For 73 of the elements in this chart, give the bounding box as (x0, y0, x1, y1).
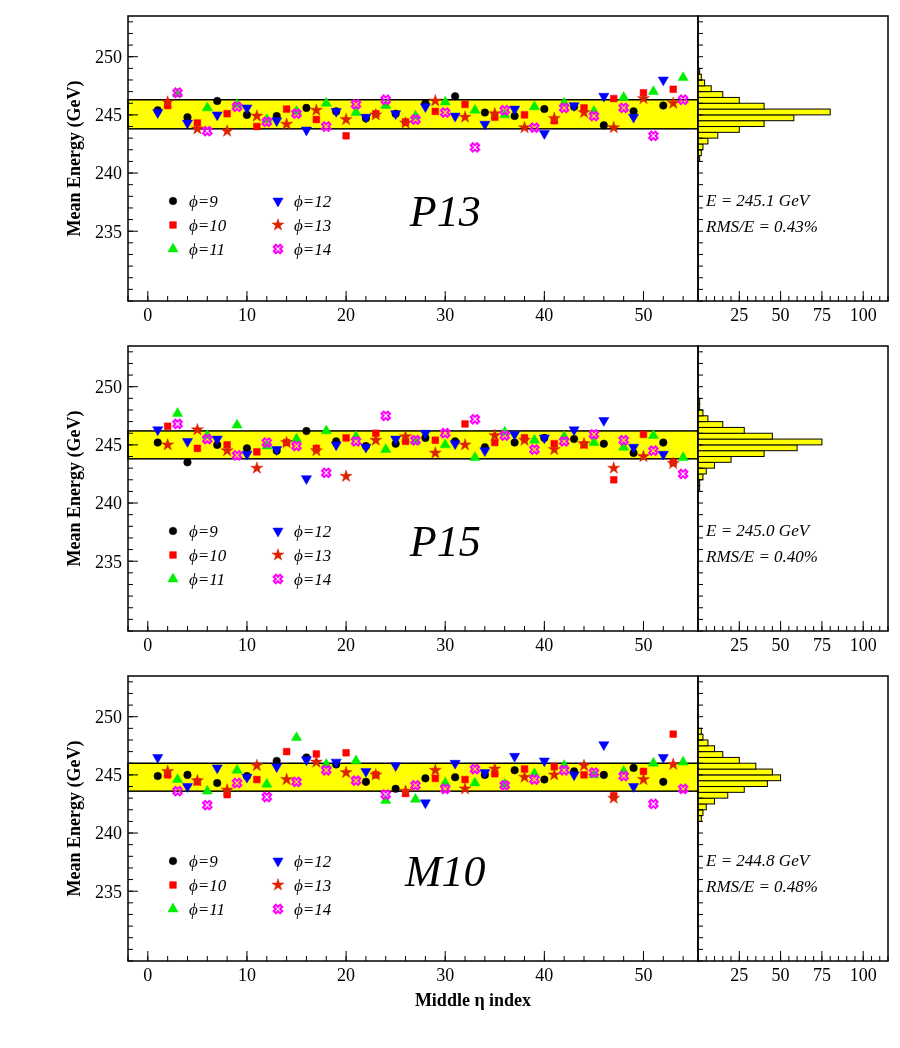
x-tick-label: 50 (634, 965, 653, 985)
legend-label: ϕ=14 (294, 239, 332, 259)
annotation: RMS/E = 0.48% (705, 877, 819, 896)
annotation: E = 245.0 GeV (705, 521, 812, 540)
legend-label: ϕ=14 (294, 569, 332, 589)
y-tick-label: 240 (95, 163, 122, 184)
x-tick-label: 0 (143, 965, 153, 985)
annotation: E = 244.8 GeV (705, 851, 812, 870)
x-tick-label: 50 (771, 305, 790, 325)
x-tick-label: 40 (535, 965, 554, 985)
legend-label: ϕ=10 (189, 215, 227, 235)
text: P13 (408, 187, 481, 236)
x-tick-label: 50 (771, 965, 790, 985)
y-axis-title: Mean Energy (GeV) (64, 80, 85, 237)
x-tick-label: 0 (143, 635, 153, 655)
legend-label: ϕ=9 (189, 521, 219, 541)
y-tick-label: 240 (95, 493, 122, 514)
y-tick-label: 245 (95, 435, 122, 456)
legend-label: ϕ=11 (189, 239, 226, 259)
y-tick-label: 240 (95, 823, 122, 844)
x-tick-label: 50 (634, 635, 653, 655)
x-axis-title: Middle η index (414, 990, 532, 1010)
x-tick-label: 10 (237, 305, 256, 325)
x-tick-label: 75 (812, 305, 831, 325)
legend-label: ϕ=12 (294, 851, 332, 871)
annotation: RMS/E = 0.40% (705, 547, 819, 566)
annotation: RMS/E = 0.43% (705, 217, 819, 236)
x-tick-label: 10 (237, 965, 256, 985)
legend-label: ϕ=9 (189, 851, 219, 871)
x-tick-label: 40 (535, 305, 554, 325)
text: P15 (408, 517, 481, 566)
legend-label: ϕ=12 (294, 191, 332, 211)
y-tick-label: 250 (95, 47, 122, 68)
legend-label: ϕ=13 (294, 215, 332, 235)
x-tick-label: 25 (730, 965, 749, 985)
legend-label: ϕ=10 (189, 545, 227, 565)
y-tick-label: 235 (95, 881, 122, 902)
x-tick-label: 20 (337, 305, 356, 325)
x-tick-label: 20 (337, 965, 356, 985)
legend-label: ϕ=14 (294, 899, 332, 919)
x-tick-label: 30 (436, 965, 455, 985)
legend-label: ϕ=10 (189, 875, 227, 895)
x-tick-label: 50 (634, 305, 653, 325)
x-tick-label: 75 (812, 965, 831, 985)
text: M10 (403, 847, 486, 896)
legend-label: ϕ=11 (189, 569, 226, 589)
x-tick-label: 25 (730, 635, 749, 655)
legend-label: ϕ=11 (189, 899, 226, 919)
y-axis-title: Mean Energy (GeV) (64, 740, 85, 897)
y-tick-label: 235 (95, 221, 122, 242)
x-tick-label: 40 (535, 635, 554, 655)
x-tick-label: 0 (143, 305, 153, 325)
x-tick-label: 30 (436, 635, 455, 655)
x-tick-label: 100 (849, 965, 877, 985)
y-tick-label: 245 (95, 765, 122, 786)
x-tick-label: 10 (237, 635, 256, 655)
y-tick-label: 250 (95, 707, 122, 728)
x-tick-label: 30 (436, 305, 455, 325)
y-tick-label: 235 (95, 551, 122, 572)
x-tick-label: 50 (771, 635, 790, 655)
x-tick-label: 100 (849, 635, 877, 655)
x-tick-label: 20 (337, 635, 356, 655)
legend-label: ϕ=13 (294, 545, 332, 565)
legend-label: ϕ=13 (294, 875, 332, 895)
annotation: E = 245.1 GeV (705, 191, 812, 210)
x-tick-label: 25 (730, 305, 749, 325)
legend-label: ϕ=12 (294, 521, 332, 541)
y-tick-label: 245 (95, 105, 122, 126)
y-tick-label: 250 (95, 377, 122, 398)
legend-label: ϕ=9 (189, 191, 219, 211)
y-axis-title: Mean Energy (GeV) (64, 410, 85, 567)
x-tick-label: 75 (812, 635, 831, 655)
x-tick-label: 100 (849, 305, 877, 325)
